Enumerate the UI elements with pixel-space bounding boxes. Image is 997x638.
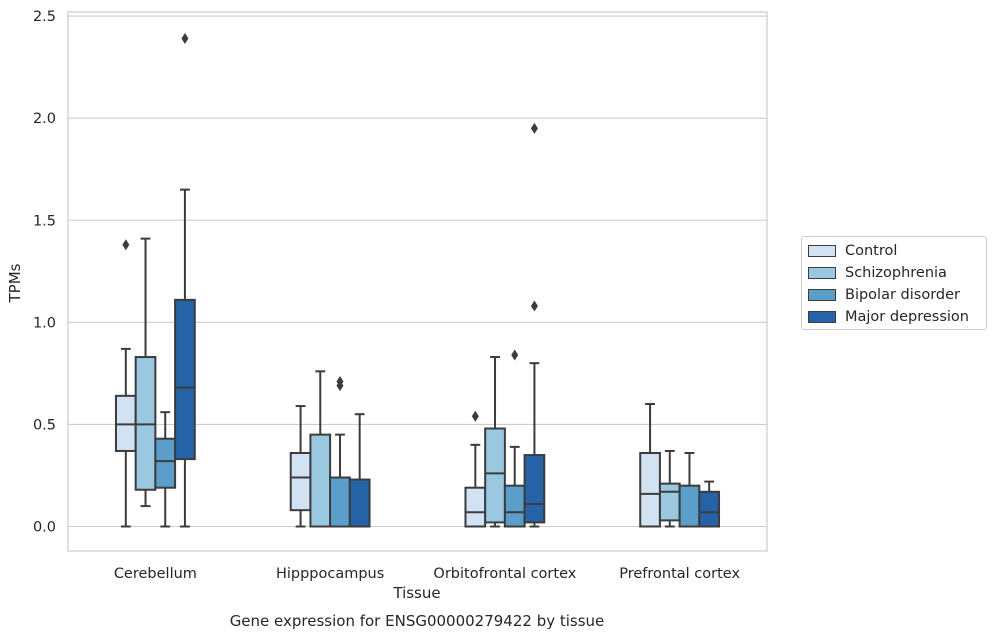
y-tick-label: 1.0 xyxy=(33,315,56,331)
x-tick-label-prefrontal-cortex: Prefrontal cortex xyxy=(619,566,740,582)
outlier-point xyxy=(336,376,344,388)
y-tick-label: 2.5 xyxy=(33,9,56,25)
y-tick-label: 0.0 xyxy=(33,520,56,536)
plot-frame xyxy=(67,11,768,552)
legend-label-bipolar-disorder: Bipolar disorder xyxy=(845,287,960,303)
boxes xyxy=(114,33,721,528)
outlier-point xyxy=(530,300,538,312)
box-iqr xyxy=(484,427,506,524)
box-iqr xyxy=(658,482,681,522)
box-cerebellum-schizophrenia xyxy=(134,237,157,508)
legend: Control Schizophrenia Bipolar disorder M… xyxy=(801,236,987,330)
box-iqr xyxy=(309,433,332,528)
legend-swatch-bipolar-disorder xyxy=(808,289,836,301)
box-hipppocampus-bipolar-disorder xyxy=(329,376,351,528)
outlier-point xyxy=(511,349,519,361)
x-tick-label-cerebellum: Cerebellum xyxy=(114,566,197,582)
legend-swatch-control xyxy=(808,245,836,257)
box-cerebellum-control xyxy=(114,239,137,528)
y-tick-label: 2.0 xyxy=(33,111,56,127)
box-iqr xyxy=(134,356,157,491)
box-orbitofrontal-cortex-schizophrenia xyxy=(484,356,506,528)
chart-caption: Gene expression for ENSG00000279422 by t… xyxy=(230,612,605,630)
box-orbitofrontal-cortex-bipolar-disorder xyxy=(503,349,526,528)
box-prefrontal-cortex-schizophrenia xyxy=(658,449,681,528)
box-iqr xyxy=(329,476,351,528)
box-iqr xyxy=(698,490,721,528)
legend-label-schizophrenia: Schizophrenia xyxy=(845,265,947,281)
legend-item-schizophrenia: Schizophrenia xyxy=(808,262,980,284)
box-iqr xyxy=(503,484,526,528)
x-tick-label-hipppocampus: Hipppocampus xyxy=(276,566,384,582)
y-tick-label: 0.5 xyxy=(33,417,56,433)
box-orbitofrontal-cortex-major-depression xyxy=(523,122,546,528)
outlier-point xyxy=(122,239,130,251)
x-axis-label: Tissue xyxy=(392,584,440,602)
x-tick-labels: Cerebellum Hipppocampus Orbitofrontal cort… xyxy=(114,566,741,582)
box-cerebellum-bipolar-disorder xyxy=(154,411,177,528)
legend-label-control: Control xyxy=(845,243,898,259)
legend-swatch-schizophrenia xyxy=(808,267,836,279)
x-tick-label-orbitofrontal-cortex: Orbitofrontal cortex xyxy=(433,566,576,582)
box-iqr xyxy=(348,478,371,528)
legend-item-major-depression: Major depression xyxy=(808,306,980,328)
box-iqr xyxy=(114,394,137,452)
box-iqr xyxy=(639,452,661,528)
box-iqr xyxy=(678,484,701,528)
box-hipppocampus-schizophrenia xyxy=(309,370,332,528)
legend-item-control: Control xyxy=(808,240,980,262)
box-orbitofrontal-cortex-control xyxy=(464,410,487,528)
box-hipppocampus-major-depression xyxy=(348,413,371,528)
box-prefrontal-cortex-major-depression xyxy=(698,480,721,528)
box-cerebellum-major-depression xyxy=(174,33,196,528)
box-iqr xyxy=(464,486,487,528)
box-prefrontal-cortex-bipolar-disorder xyxy=(678,452,701,528)
outlier-point xyxy=(471,410,479,422)
box-iqr xyxy=(289,452,312,512)
outlier-point xyxy=(181,33,189,45)
legend-label-major-depression: Major depression xyxy=(845,309,969,325)
legend-swatch-major-depression xyxy=(808,311,836,323)
box-iqr xyxy=(174,298,196,461)
y-tick-label: 1.5 xyxy=(33,213,56,229)
y-axis-label: TPMs xyxy=(6,263,24,303)
outlier-point xyxy=(530,122,538,134)
y-tick-labels: 0.0 0.5 1.0 1.5 2.0 2.5 xyxy=(33,9,56,535)
box-hipppocampus-control xyxy=(289,405,312,528)
box-iqr xyxy=(154,437,177,489)
box-iqr xyxy=(523,454,546,524)
legend-item-bipolar-disorder: Bipolar disorder xyxy=(808,284,980,306)
box-prefrontal-cortex-control xyxy=(639,403,661,528)
